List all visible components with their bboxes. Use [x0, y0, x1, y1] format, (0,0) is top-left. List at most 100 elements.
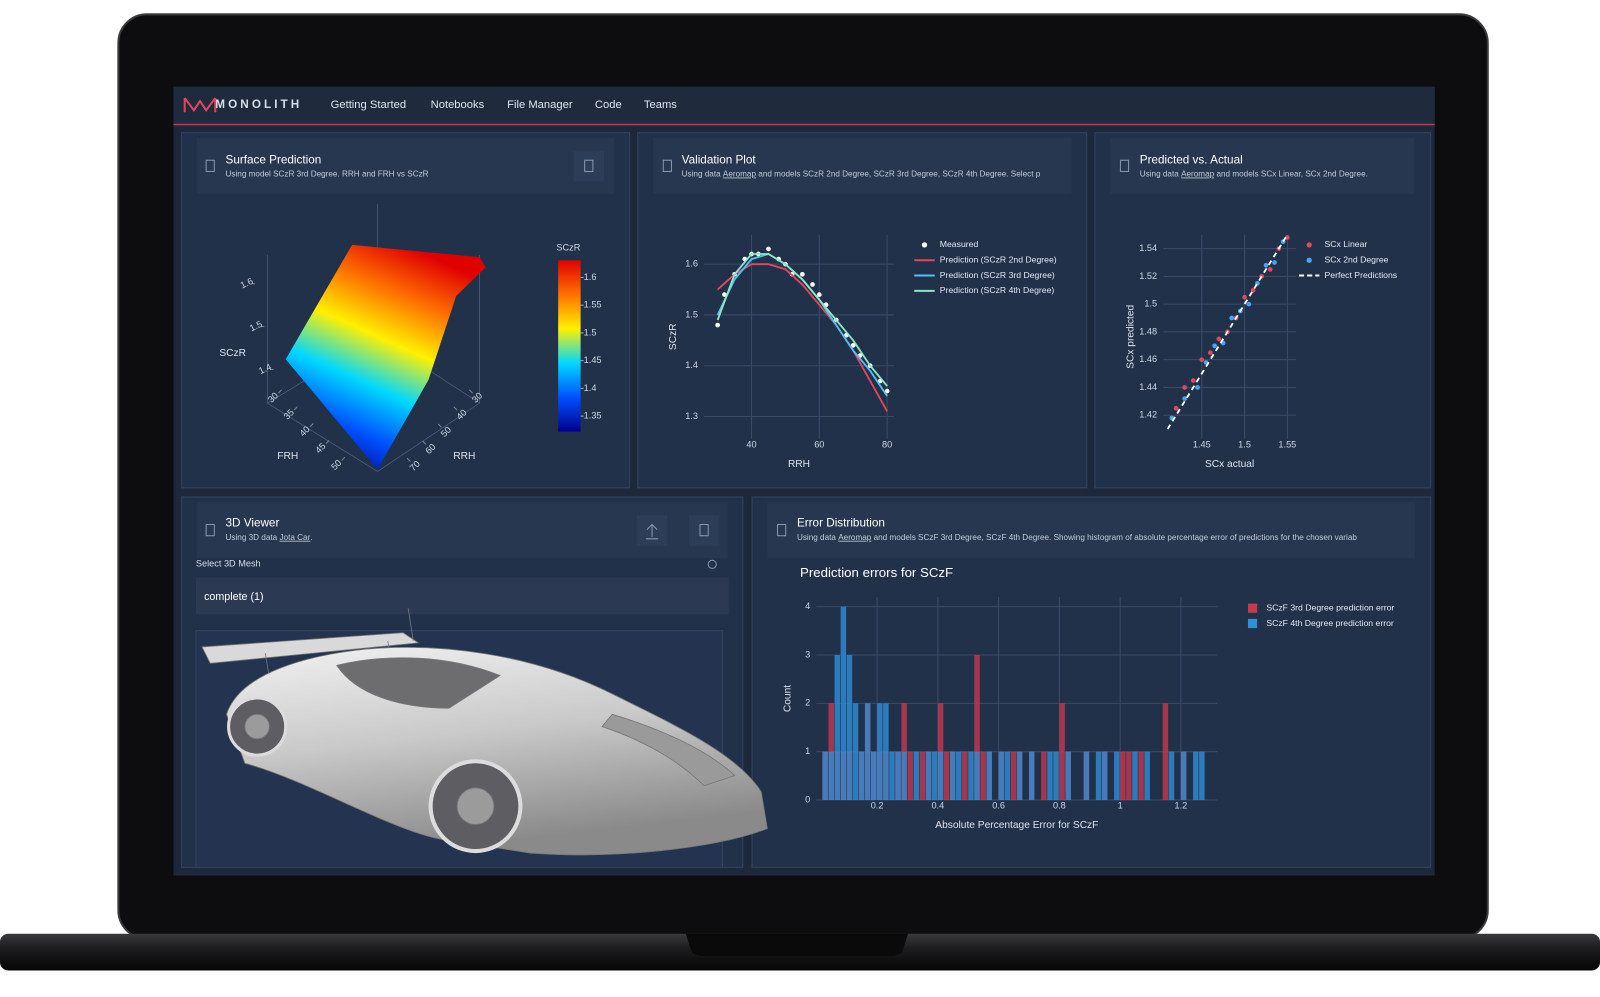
x-tick-label: 60 — [814, 439, 824, 449]
axis-label: FRH — [277, 451, 298, 462]
data-point — [816, 292, 822, 297]
x-axis-label: Absolute Percentage Error for SCzF — [935, 820, 1098, 831]
brand[interactable]: MONOLITH — [215, 98, 302, 111]
charts: Surface Prediction Using model SCzR 3rd D… — [219, 153, 1397, 831]
legend-label: SCzF 4th Degree prediction error — [1266, 618, 1394, 628]
legend-swatch — [1247, 603, 1258, 613]
data-point — [810, 282, 815, 287]
nav-item[interactable]: Teams — [644, 99, 677, 111]
y-tick-label: 1.4 — [685, 360, 698, 370]
histogram-bar — [1193, 751, 1199, 801]
button[interactable] — [573, 151, 605, 182]
subtitle-link[interactable]: Jota Car — [279, 533, 310, 542]
histogram-bar — [871, 751, 877, 801]
histogram-bar — [943, 751, 950, 801]
colorbar-tick-label: 1.55 — [584, 300, 602, 310]
colorbar-tick-label: 1.45 — [584, 355, 602, 365]
histogram-bar — [822, 751, 828, 801]
y-tick-label: 1.46 — [1139, 354, 1157, 364]
data-point — [884, 388, 890, 394]
doc-icon — [584, 159, 594, 172]
subtitle-text: Using 3D data — [226, 533, 278, 542]
histogram-bar — [950, 751, 956, 801]
histogram-bar — [1041, 751, 1047, 801]
subtitle-text: Using data — [682, 170, 721, 179]
y-tick-label: 1.3 — [685, 411, 698, 421]
x-axis-label: RRH — [788, 459, 810, 470]
tick-label: 1.6 — [239, 276, 255, 290]
histogram-bar — [919, 751, 926, 801]
button[interactable] — [688, 515, 720, 546]
y-tick-label: 1.52 — [1139, 271, 1157, 281]
histogram-bar — [1180, 751, 1187, 801]
car-body — [226, 646, 768, 856]
subtitle-link[interactable]: Aeromap — [838, 533, 872, 542]
subtitle-text: Using model SCzR 3rd Degree. RRH and FRH… — [226, 170, 429, 179]
nav-item[interactable]: Notebooks — [431, 99, 485, 111]
histogram-bar — [986, 751, 992, 801]
y-tick-label: 0 — [805, 794, 810, 804]
panel-title: 3D Viewer — [226, 517, 280, 530]
histogram-bar — [974, 654, 980, 801]
y-tick-label: 1.44 — [1139, 382, 1157, 392]
data-point — [1246, 301, 1252, 307]
histogram-bar — [1083, 751, 1090, 801]
data-point — [850, 343, 856, 348]
histogram-bar — [889, 751, 895, 801]
data-point — [1182, 385, 1188, 390]
x-tick-label: 1.55 — [1278, 439, 1296, 449]
panel-headers — [196, 137, 1416, 559]
nav-item[interactable]: Code — [595, 99, 622, 111]
data-point — [1229, 315, 1235, 321]
panel — [751, 496, 1432, 868]
subtitle-end: . — [310, 533, 312, 542]
series-line — [1166, 234, 1289, 430]
legend-label: SCzF 3rd Degree prediction error — [1266, 602, 1394, 612]
y-tick-label: 1.5 — [1144, 299, 1157, 309]
colorbar-title: SCzR — [556, 242, 580, 252]
x-tick-label: 0.6 — [992, 801, 1005, 811]
histogram-bar — [834, 654, 841, 801]
subtitle-text: Using data — [1140, 170, 1179, 179]
select-value[interactable]: complete (1) — [204, 591, 263, 603]
histogram-bar — [925, 751, 932, 801]
x-tick-label: 0.2 — [871, 801, 884, 811]
histogram-bar — [962, 751, 968, 801]
colorbar-tick-label: 1.6 — [584, 272, 597, 282]
mesh-select[interactable] — [195, 577, 729, 615]
nav-item[interactable]: Getting Started — [331, 99, 406, 111]
subtitle-link[interactable]: Aeromap — [1181, 170, 1215, 179]
panel-subtitle: Using data Aeromap and models SCzR 2nd D… — [682, 170, 1041, 179]
upload-icon — [645, 523, 659, 540]
data-point — [1272, 260, 1277, 265]
doc-icon — [662, 159, 672, 172]
y-tick-label: 1 — [805, 746, 810, 756]
tick-mark — [278, 389, 282, 394]
nav-item[interactable]: File Manager — [507, 99, 573, 111]
data-point — [1263, 262, 1269, 268]
panel-subtitle: Using 3D data Jota Car. — [226, 533, 313, 542]
data-point — [766, 246, 771, 252]
panel-title: Error Distribution — [797, 517, 885, 530]
y-axis-label: SCzR — [668, 323, 679, 350]
histogram-bar — [1004, 751, 1011, 801]
subtitle-text: and models SCzF 3rd Degree, SCzF 4th Deg… — [874, 533, 1358, 542]
data-point — [1199, 357, 1205, 363]
histogram-bar — [858, 751, 865, 801]
y-tick-label: 4 — [805, 601, 810, 611]
histogram-bar — [828, 751, 834, 801]
y-tick-label: 2 — [805, 698, 810, 708]
subtitle-text: and models SCx Linear, SCx 2nd Degree. — [1216, 170, 1367, 179]
legend-swatch — [1306, 242, 1312, 248]
y-tick-label: 1.6 — [685, 259, 698, 269]
histogram-bar — [913, 751, 920, 801]
subtitle-link[interactable]: Aeromap — [723, 170, 757, 179]
legend-label: SCx Linear — [1324, 239, 1367, 249]
doc-icon — [205, 159, 215, 172]
tick-mark — [437, 423, 442, 428]
histogram-bar — [1162, 703, 1169, 801]
data-point — [1207, 350, 1213, 356]
hinge-notch — [685, 933, 909, 957]
histogram-bar — [1095, 751, 1102, 801]
histogram-bar — [1114, 751, 1120, 801]
